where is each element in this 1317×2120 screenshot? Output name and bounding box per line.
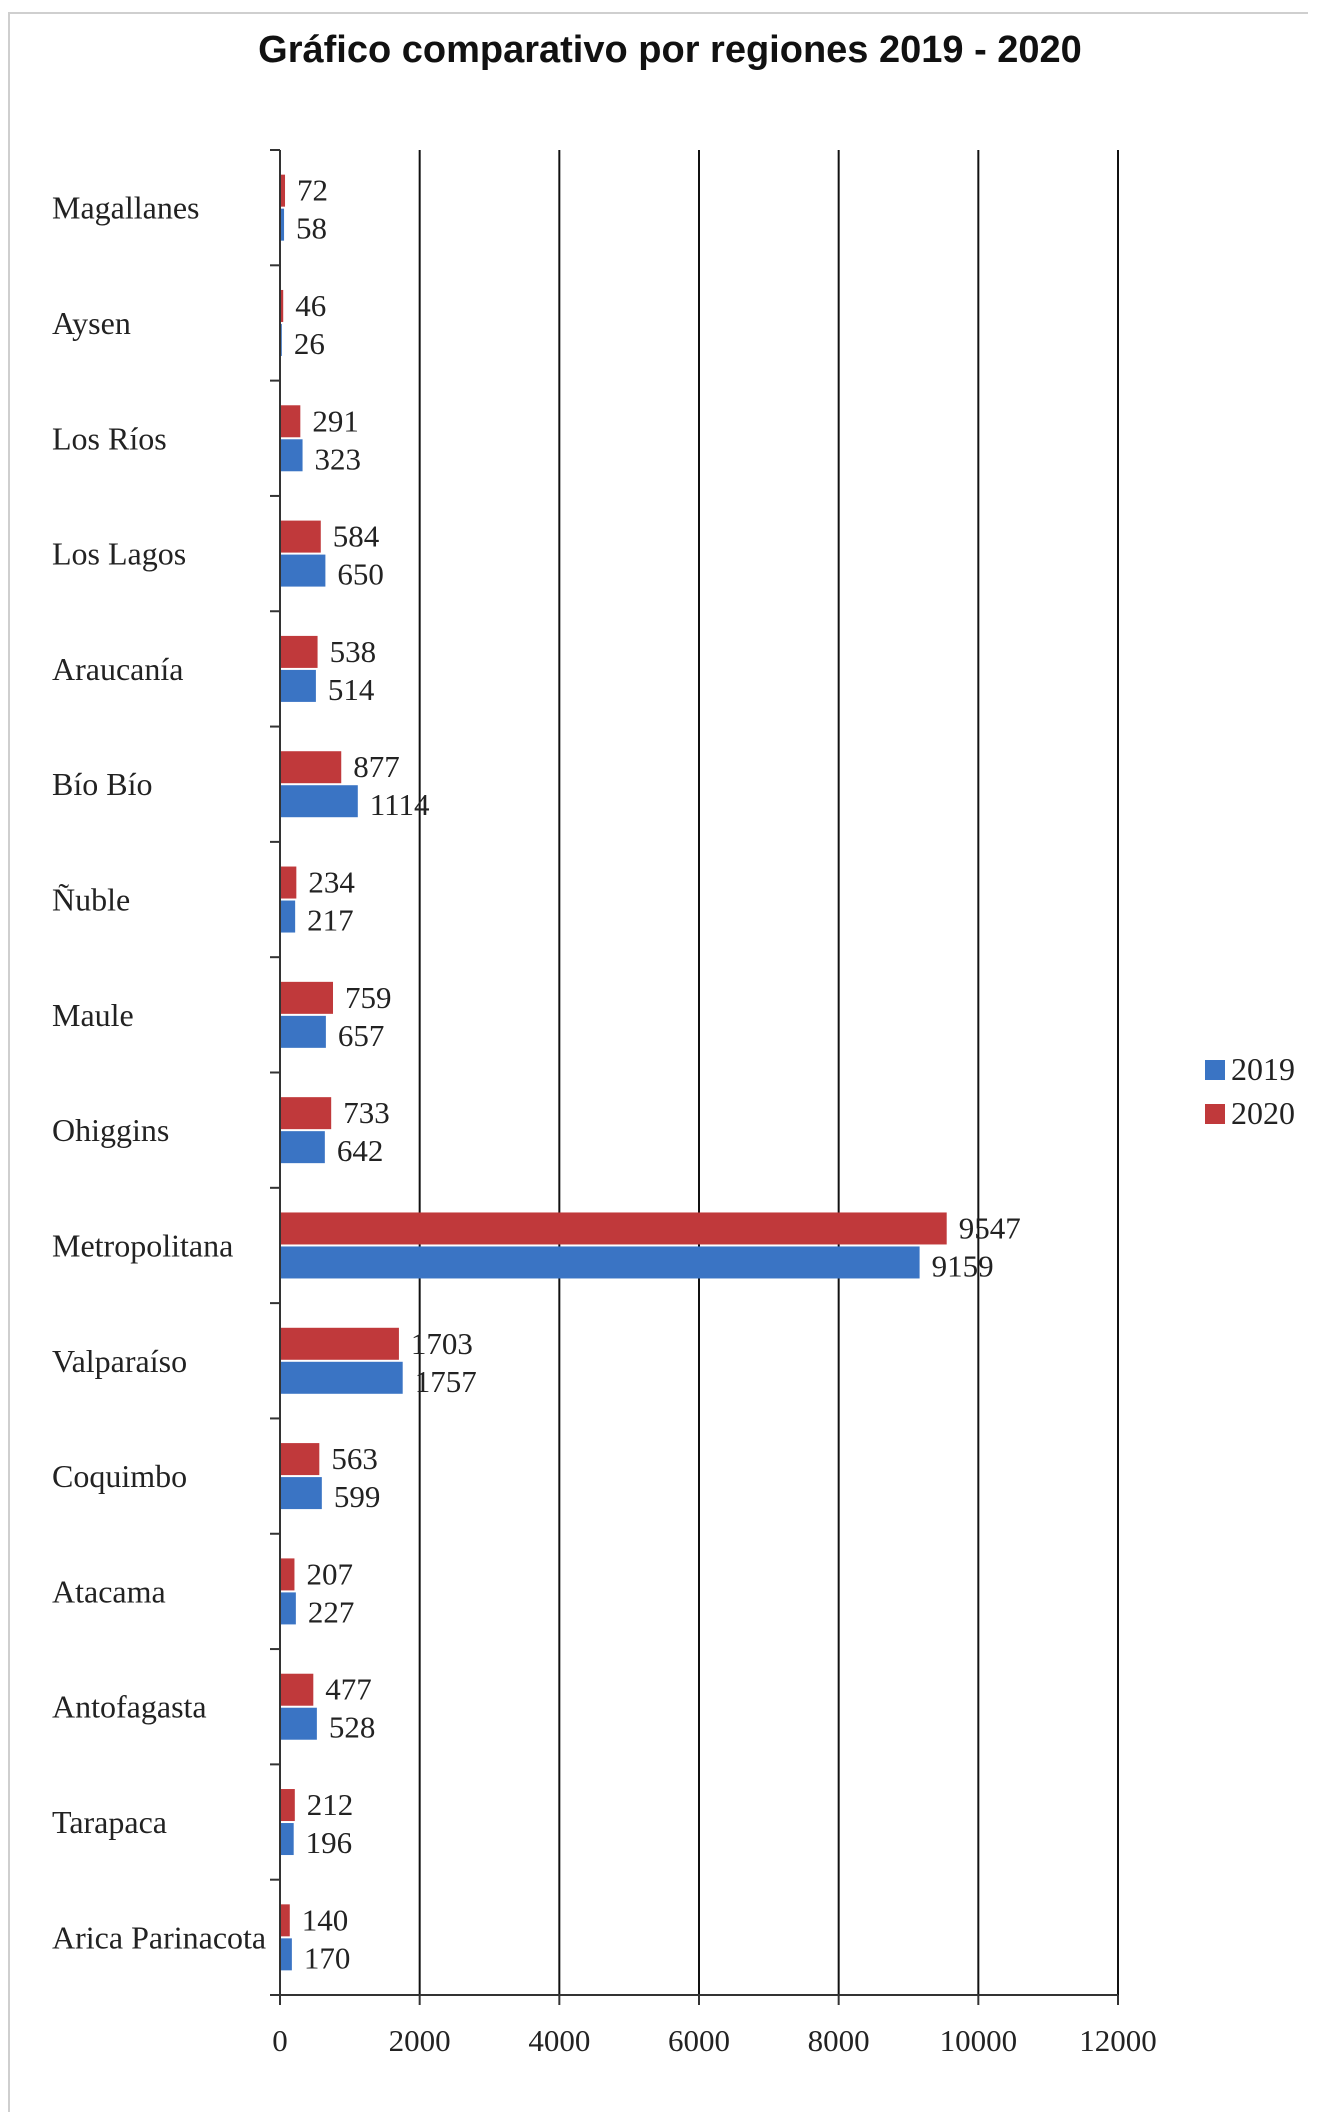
- data-label-2020: 72: [297, 173, 328, 208]
- bar-2019: [280, 900, 296, 933]
- data-label-2020: 207: [306, 1556, 353, 1591]
- category-label: Araucanía: [52, 651, 183, 687]
- category-label: Antofagasta: [52, 1689, 207, 1725]
- data-label-2020: 877: [353, 749, 400, 784]
- category-label: Bío Bío: [52, 766, 152, 802]
- bar-2019: [280, 1707, 317, 1740]
- category-label: Valparaíso: [52, 1343, 187, 1379]
- bar-2019: [280, 1015, 326, 1048]
- data-label-2019: 657: [338, 1018, 385, 1053]
- data-label-2020: 291: [312, 403, 359, 438]
- x-tick-label: 8000: [808, 2023, 870, 2058]
- data-label-2019: 217: [307, 903, 354, 938]
- data-label-2019: 599: [334, 1479, 381, 1514]
- category-label: Atacama: [52, 1573, 166, 1609]
- data-label-2020: 538: [330, 634, 377, 669]
- bar-2020: [280, 520, 321, 553]
- data-label-2019: 196: [306, 1825, 353, 1860]
- category-label: Coquimbo: [52, 1458, 187, 1494]
- bar-2019: [280, 1938, 292, 1971]
- legend: 2019 2020: [1205, 1051, 1295, 1131]
- bar-2019: [280, 1131, 325, 1164]
- grid-lines: [418, 150, 1119, 1995]
- bar-2019: [280, 669, 316, 702]
- legend-label-2019: 2019: [1231, 1051, 1295, 1087]
- bar-2020: [280, 405, 301, 438]
- data-label-2020: 584: [333, 519, 380, 554]
- data-label-2019: 9159: [932, 1248, 994, 1283]
- data-label-2019: 170: [304, 1940, 351, 1975]
- data-label-2019: 227: [308, 1594, 355, 1629]
- x-tick-label: 10000: [940, 2023, 1018, 2058]
- x-tick-label: 4000: [528, 2023, 590, 2058]
- data-label-2019: 642: [337, 1133, 384, 1168]
- data-label-2019: 1757: [415, 1364, 477, 1399]
- bar-2019: [280, 1246, 920, 1279]
- bar-2020: [280, 866, 297, 899]
- bar-2019: [280, 1477, 322, 1510]
- category-label: Tarapaca: [52, 1804, 167, 1840]
- bar-2019: [280, 1361, 403, 1394]
- axes: [270, 149, 1119, 2005]
- data-label-2019: 323: [315, 441, 362, 476]
- data-label-2020: 9547: [959, 1210, 1021, 1245]
- category-label: Ñuble: [52, 882, 130, 918]
- category-label: Magallanes: [52, 190, 200, 226]
- data-label-2020: 1703: [411, 1326, 473, 1361]
- legend-swatch-2020: [1205, 1104, 1225, 1124]
- data-label-2020: 477: [325, 1672, 372, 1707]
- legend-label-2020: 2020: [1231, 1095, 1295, 1131]
- bars: [280, 174, 947, 1971]
- x-tick-label: 2000: [389, 2023, 451, 2058]
- data-label-2020: 563: [331, 1441, 378, 1476]
- category-label: Aysen: [52, 305, 131, 341]
- category-label: Los Ríos: [52, 420, 167, 456]
- bar-2020: [280, 1673, 314, 1706]
- bar-2020: [280, 174, 286, 207]
- data-label-2020: 46: [295, 288, 326, 323]
- bar-2020: [280, 289, 284, 322]
- x-tick-label: 6000: [668, 2023, 730, 2058]
- category-label: Los Lagos: [52, 536, 186, 572]
- x-tick-label: 0: [272, 2023, 288, 2058]
- bar-2020: [280, 1558, 295, 1591]
- data-label-2019: 514: [328, 672, 375, 707]
- bar-2019: [280, 439, 303, 472]
- category-label: Maule: [52, 997, 134, 1033]
- bar-2020: [280, 1212, 947, 1245]
- chart-frame: [8, 12, 1308, 2112]
- bar-2019: [280, 1823, 294, 1856]
- category-label: Ohiggins: [52, 1112, 169, 1148]
- data-label-2019: 58: [296, 211, 327, 246]
- data-label-2019: 1114: [370, 787, 430, 822]
- data-label-2019: 26: [294, 326, 325, 361]
- data-label-2019: 650: [337, 557, 384, 592]
- bar-2019: [280, 208, 285, 241]
- data-label-2020: 733: [343, 1095, 390, 1130]
- bar-2020: [280, 1789, 295, 1822]
- bar-2020: [280, 751, 342, 784]
- chart-title: Gráfico comparativo por regiones 2019 - …: [258, 29, 1082, 71]
- bar-2020: [280, 1097, 332, 1130]
- data-label-2020: 212: [307, 1787, 354, 1822]
- data-label-2020: 140: [302, 1902, 349, 1937]
- x-tick-label: 12000: [1079, 2023, 1157, 2058]
- legend-swatch-2019: [1205, 1060, 1225, 1080]
- bar-2019: [280, 785, 358, 818]
- category-label: Arica Parinacota: [52, 1919, 266, 1955]
- bar-2019: [280, 1592, 296, 1625]
- bar-2019: [280, 554, 326, 587]
- bar-2020: [280, 1327, 399, 1360]
- data-label-2020: 234: [308, 865, 355, 900]
- data-label-2019: 528: [329, 1710, 376, 1745]
- bar-2020: [280, 1904, 290, 1937]
- bar-2020: [280, 981, 334, 1014]
- data-label-2020: 759: [345, 980, 392, 1015]
- bar-2020: [280, 1443, 320, 1476]
- category-label: Metropolitana: [52, 1227, 233, 1263]
- bar-2020: [280, 635, 318, 668]
